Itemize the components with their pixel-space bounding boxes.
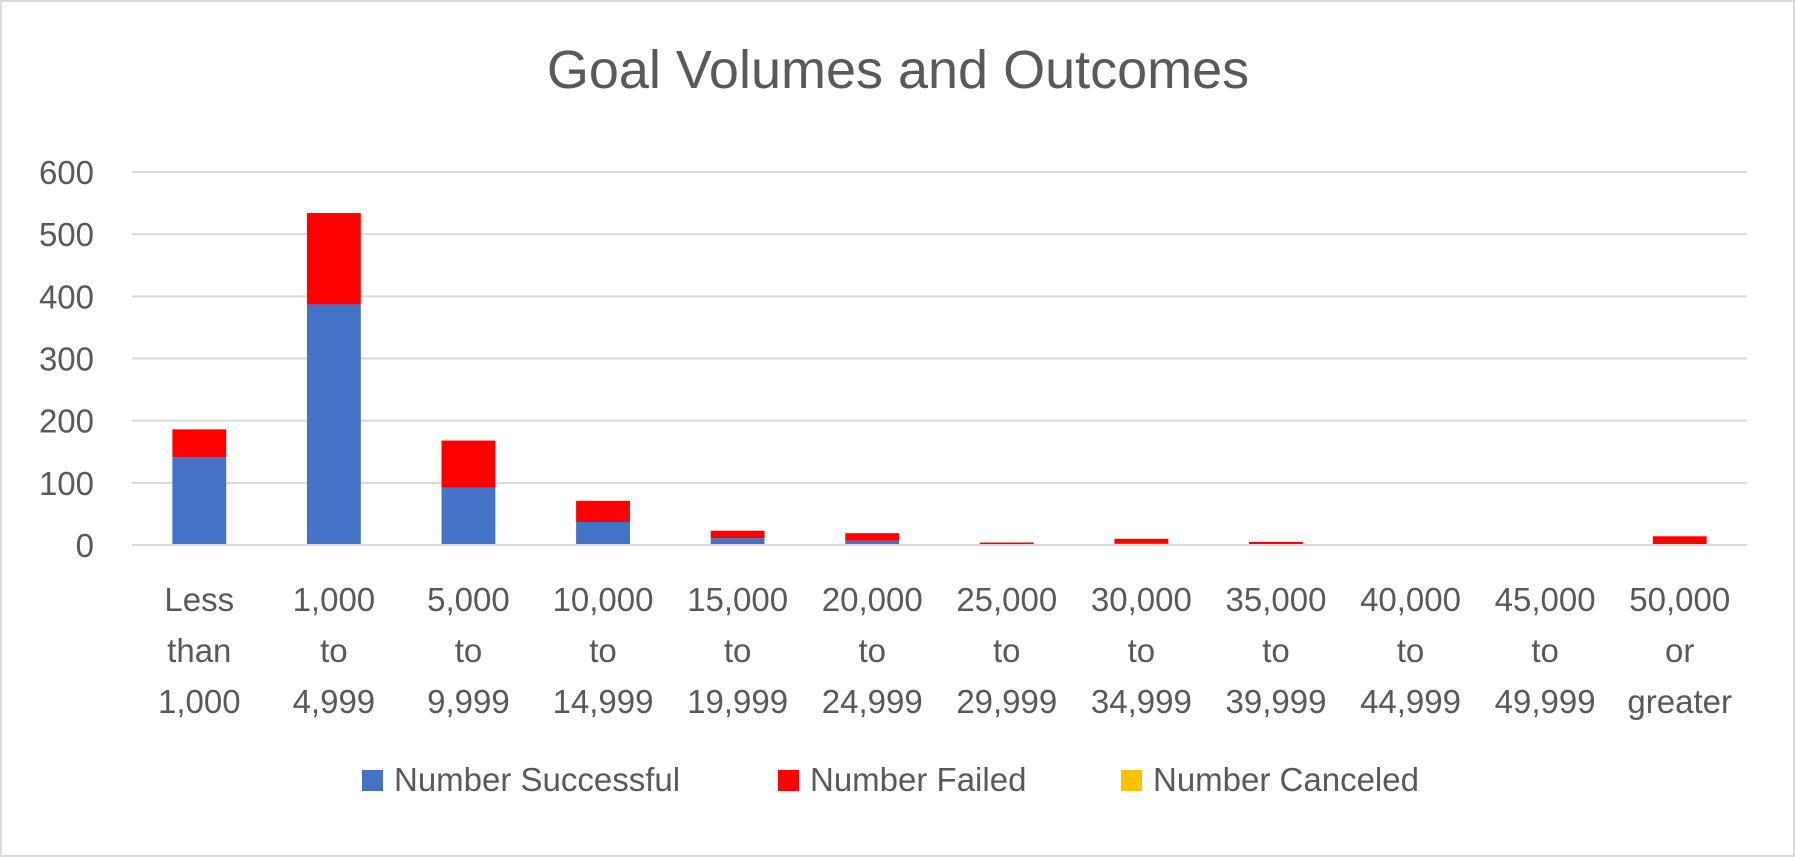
- x-category-label: 1,000 to 4,999: [293, 581, 376, 720]
- chart-title: Goal Volumes and Outcomes: [547, 40, 1249, 100]
- legend-item: Number Successful: [362, 761, 680, 798]
- x-category-label: 45,000 to 49,999: [1495, 581, 1596, 720]
- legend-swatch: [1121, 770, 1142, 791]
- legend-swatch: [778, 770, 799, 791]
- x-category-label-line: greater: [1627, 683, 1732, 720]
- legend-item: Number Failed: [778, 761, 1026, 798]
- y-tick-label: 600: [39, 154, 94, 191]
- x-category-label-line: 10,000: [553, 581, 654, 618]
- bar-number-successful: [710, 538, 765, 545]
- y-tick-label: 300: [39, 341, 94, 378]
- bar-number-failed: [979, 542, 1034, 545]
- x-category-label-line: 1,000: [293, 581, 376, 618]
- bar-number-failed: [172, 429, 227, 458]
- x-category-label-line: 14,999: [553, 683, 654, 720]
- bar-number-successful: [576, 521, 630, 545]
- x-category-label-line: Less: [164, 581, 234, 618]
- bar-number-failed: [576, 500, 630, 522]
- x-category-label-line: 1,000: [158, 683, 241, 720]
- x-category-label: Less than 1,000: [158, 581, 241, 720]
- x-category-label-line: 5,000: [427, 581, 510, 618]
- legend-label: Number Canceled: [1153, 761, 1419, 798]
- x-category-label: 30,000 to 34,999: [1091, 581, 1192, 720]
- x-category-label-line: 39,999: [1225, 683, 1326, 720]
- x-category-label-line: to: [320, 632, 348, 669]
- x-category-label-line: or: [1665, 632, 1694, 669]
- bar-number-failed: [845, 533, 900, 541]
- y-tick-label: 200: [39, 403, 94, 440]
- x-category-label-line: to: [1397, 632, 1425, 669]
- bar-number-failed: [1249, 541, 1303, 545]
- bar-number-failed: [1652, 536, 1707, 545]
- legend: Number Successful Number Failed Number Can…: [362, 761, 1419, 798]
- y-tick-label: 400: [39, 278, 94, 315]
- x-category-label: 25,000 to 29,999: [956, 581, 1057, 720]
- x-category-label-line: 34,999: [1091, 683, 1192, 720]
- x-category-label-line: 24,999: [822, 683, 923, 720]
- x-category-label-line: to: [1128, 632, 1156, 669]
- x-category-label-line: 15,000: [687, 581, 788, 618]
- x-category-label: 35,000 to 39,999: [1225, 581, 1326, 720]
- x-category-label: 50,000 or greater: [1627, 581, 1732, 720]
- x-category-label-line: 30,000: [1091, 581, 1192, 618]
- bar-number-failed: [306, 213, 361, 305]
- x-category-label-line: 20,000: [822, 581, 923, 618]
- y-tick-label: 500: [39, 216, 94, 253]
- x-axis-category-labels: Less than 1,000 1,000 to 4,999 5,000 to 9,999 10,…: [158, 581, 1732, 720]
- legend-swatch: [362, 770, 383, 791]
- bar-number-successful: [306, 304, 361, 545]
- x-category-label-line: to: [724, 632, 752, 669]
- x-category-label: 20,000 to 24,999: [822, 581, 923, 720]
- bars: [172, 213, 1707, 545]
- y-axis-tick-labels: 0 100 200 300 400 500 600: [39, 154, 94, 564]
- x-category-label-line: 4,999: [293, 683, 376, 720]
- x-category-label-line: 49,999: [1495, 683, 1596, 720]
- bar-number-successful: [845, 540, 900, 545]
- y-tick-label: 0: [76, 527, 94, 564]
- bar-number-failed: [1114, 538, 1169, 544]
- x-category-label-line: 9,999: [427, 683, 510, 720]
- x-category-label: 15,000 to 19,999: [687, 581, 788, 720]
- x-category-label-line: 50,000: [1629, 581, 1730, 618]
- x-category-label-line: to: [1531, 632, 1559, 669]
- legend-item: Number Canceled: [1121, 761, 1419, 798]
- x-category-label-line: to: [589, 632, 617, 669]
- bar-number-failed: [710, 530, 765, 539]
- x-category-label: 5,000 to 9,999: [427, 581, 510, 720]
- x-category-label-line: 29,999: [956, 683, 1057, 720]
- x-category-label-line: to: [858, 632, 886, 669]
- x-category-label-line: 40,000: [1360, 581, 1461, 618]
- x-category-label-line: to: [993, 632, 1021, 669]
- bar-number-successful: [172, 457, 227, 545]
- x-category-label: 10,000 to 14,999: [553, 581, 654, 720]
- x-category-label-line: 35,000: [1225, 581, 1326, 618]
- x-category-label-line: to: [455, 632, 483, 669]
- x-category-label-line: 45,000: [1495, 581, 1596, 618]
- x-category-label: 40,000 to 44,999: [1360, 581, 1461, 720]
- legend-label: Number Successful: [394, 761, 680, 798]
- bar-number-failed: [441, 440, 496, 488]
- x-category-label-line: to: [1262, 632, 1290, 669]
- x-category-label-line: 44,999: [1360, 683, 1461, 720]
- x-category-label-line: 25,000: [956, 581, 1057, 618]
- y-tick-label: 100: [39, 465, 94, 502]
- gridlines: [132, 171, 1747, 484]
- x-category-label-line: than: [167, 632, 231, 669]
- x-category-label-line: 19,999: [687, 683, 788, 720]
- bar-number-successful: [441, 487, 496, 545]
- legend-label: Number Failed: [810, 761, 1026, 798]
